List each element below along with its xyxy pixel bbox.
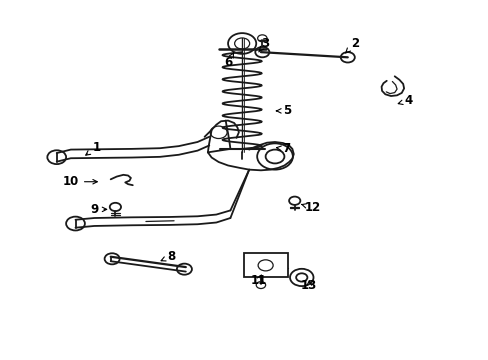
Text: 5: 5 [276, 104, 290, 117]
Text: 1: 1 [85, 141, 101, 155]
Text: 3: 3 [258, 37, 269, 52]
Text: 6: 6 [224, 53, 233, 69]
Text: 9: 9 [90, 203, 106, 216]
Text: 7: 7 [276, 143, 290, 156]
Bar [243, 253, 287, 278]
Text: 2: 2 [345, 37, 358, 53]
Text: 8: 8 [161, 249, 176, 262]
Text: 13: 13 [301, 279, 317, 292]
Text: 12: 12 [301, 201, 320, 214]
Text: 11: 11 [250, 274, 266, 287]
Text: 10: 10 [62, 175, 97, 188]
Text: 4: 4 [397, 94, 412, 107]
